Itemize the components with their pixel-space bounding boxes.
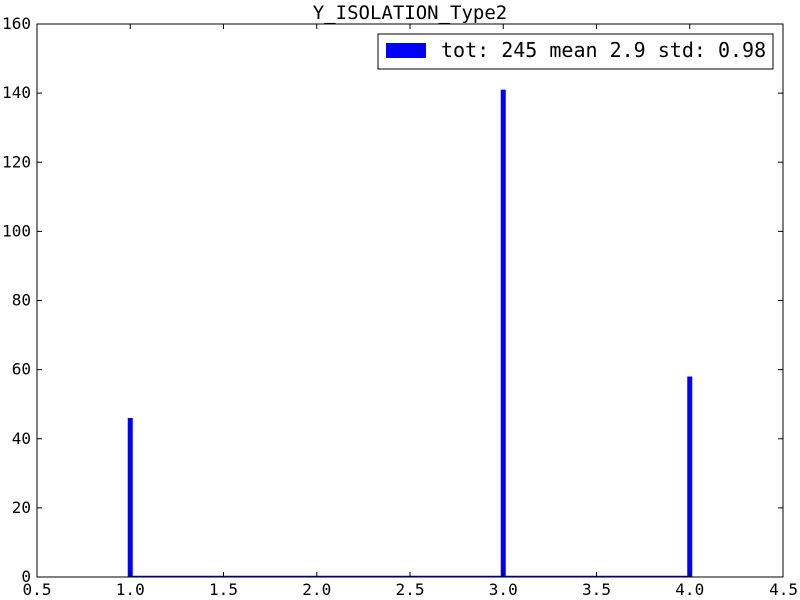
- x-tick-labels: 0.5 1.0 1.5 2.0 2.5 3.0 3.5 4.0 4.5: [23, 580, 798, 599]
- y-tick-label: 40: [12, 429, 31, 448]
- x-tick-label: 2.0: [302, 580, 331, 599]
- x-tick-label: 4.0: [675, 580, 704, 599]
- legend-label: tot: 245 mean 2.9 std: 0.98: [441, 38, 766, 62]
- x-tick-label: 2.5: [396, 580, 425, 599]
- chart-title: Y_ISOLATION_Type2: [313, 2, 507, 24]
- plot-area-frame: [36, 23, 784, 578]
- legend: tot: 245 mean 2.9 std: 0.98: [377, 33, 774, 70]
- y-tick-label: 100: [2, 221, 31, 240]
- y-tick-label: 20: [12, 498, 31, 517]
- y-tick-label: 60: [12, 360, 31, 379]
- y-tick-label: 0: [21, 567, 31, 586]
- y-tick-labels: 0 20 40 60 80 100 120 140 160: [2, 14, 31, 586]
- y-tick-label: 140: [2, 83, 31, 102]
- histogram-bar: [127, 418, 133, 577]
- x-tick-label: 3.5: [582, 580, 611, 599]
- x-tick-label: 1.5: [209, 580, 238, 599]
- legend-box: [377, 33, 774, 70]
- x-tick-label: 4.5: [769, 580, 798, 599]
- y-tick-label: 160: [2, 14, 31, 33]
- ticks-layer: [36, 23, 784, 578]
- x-tick-label: 1.0: [116, 580, 145, 599]
- y-tick-label: 120: [2, 152, 31, 171]
- histogram-bar: [500, 89, 506, 577]
- bars-layer: [127, 89, 693, 578]
- histogram-bar: [687, 376, 693, 577]
- legend-swatch: [386, 43, 426, 58]
- y-tick-label: 80: [12, 291, 31, 310]
- x-tick-label: 0.5: [23, 580, 52, 599]
- x-tick-label: 3.0: [489, 580, 518, 599]
